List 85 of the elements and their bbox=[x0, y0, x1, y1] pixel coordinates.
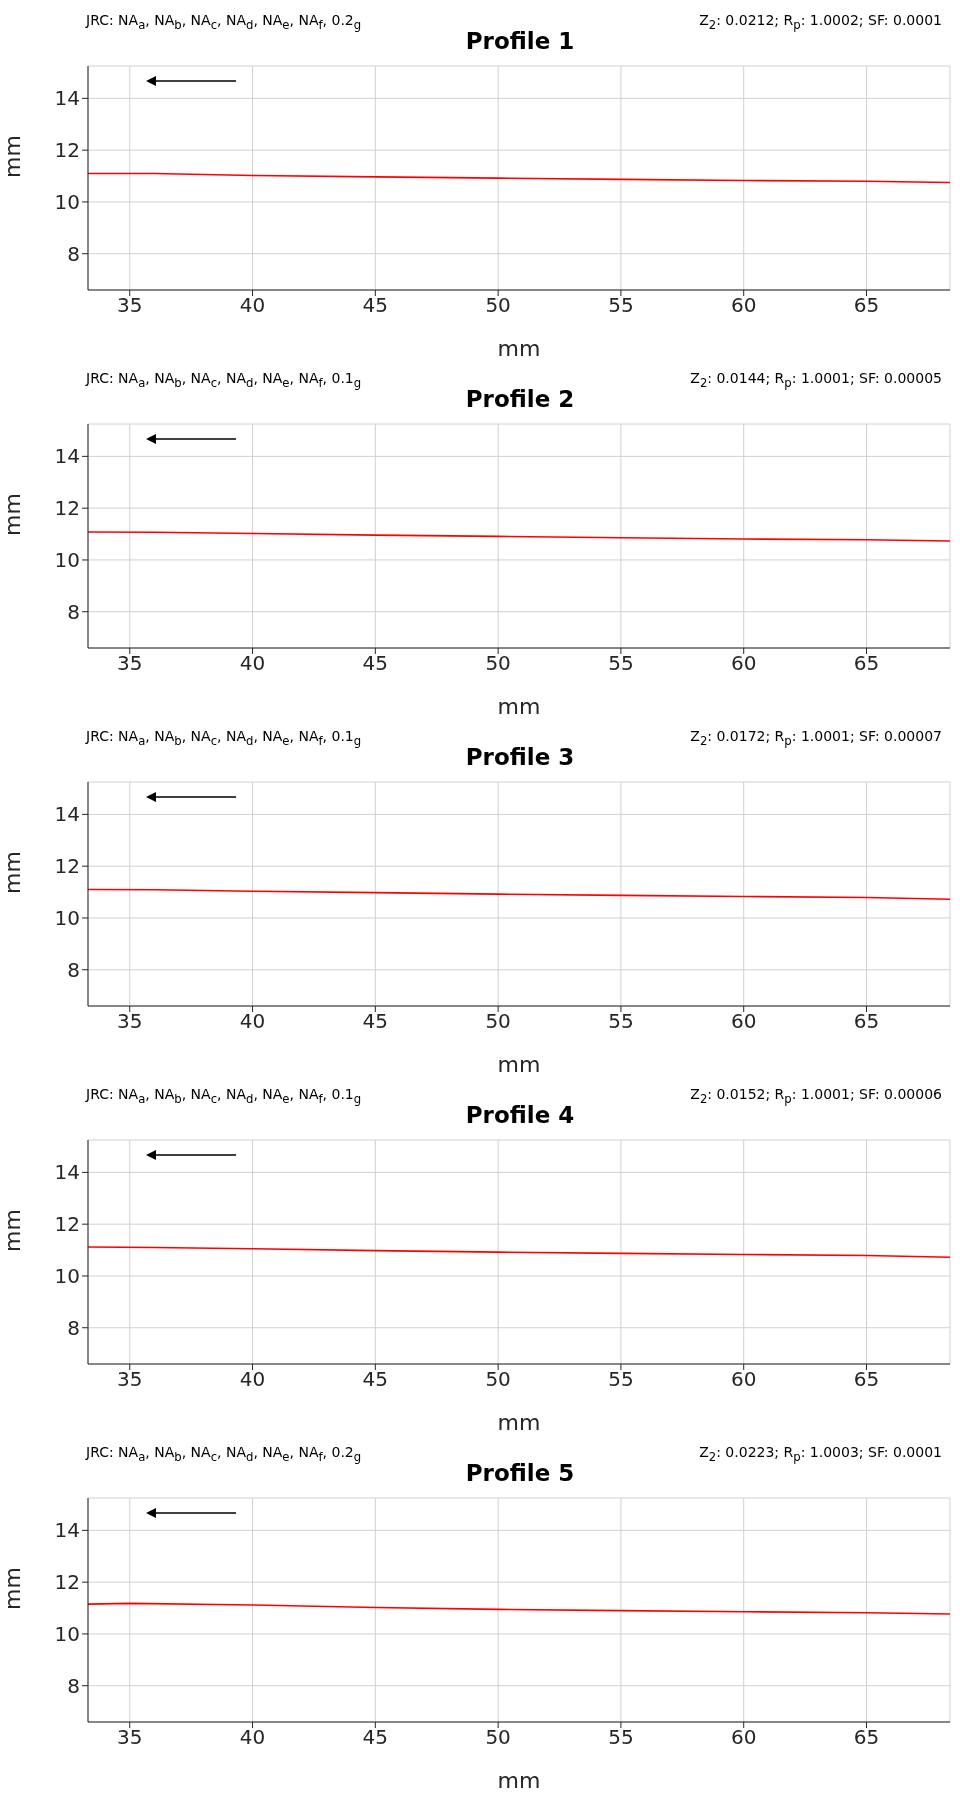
x-axis-title: mm bbox=[497, 1410, 541, 1435]
x-tick-label: 50 bbox=[485, 651, 511, 676]
x-tick-label: 65 bbox=[853, 293, 880, 318]
y-tick-label: 12 bbox=[54, 1570, 80, 1595]
chart-title: Profile 1 bbox=[465, 28, 575, 54]
x-tick-label: 35 bbox=[117, 293, 143, 318]
x-tick-label: 40 bbox=[239, 293, 266, 318]
text: JRC: NA$_{a}$, NA$_{b}$, NA$_{c}$, NA$_{d}$, NA$_{e}$, NA$_{f}$, 0.2$_{g}$ bbox=[86, 12, 362, 32]
x-tick-label: 65 bbox=[853, 651, 880, 676]
y-tick-label: 14 bbox=[54, 86, 80, 111]
line-series bbox=[88, 1246, 950, 1259]
y-tick-label: 12 bbox=[54, 496, 80, 521]
x-tick-label: 35 bbox=[117, 1367, 143, 1392]
y-axis-title: mm bbox=[0, 1209, 25, 1252]
x-tick-label: 55 bbox=[608, 293, 634, 318]
y-axis-title: mm bbox=[0, 493, 25, 536]
x-axis-title: mm bbox=[497, 1052, 541, 1077]
y-tick-label: 14 bbox=[54, 444, 80, 469]
y-tick-label: 10 bbox=[54, 190, 80, 215]
x-tick-label: 50 bbox=[485, 1725, 511, 1750]
x-tick-label: 35 bbox=[117, 651, 143, 676]
x-tick-label: 50 bbox=[485, 1009, 511, 1034]
y-tick-label: 10 bbox=[54, 548, 80, 573]
text: Z$_{2}$: 0.0152; R$_{p}$: 1.0001; SF: 0.00006 bbox=[690, 1085, 942, 1108]
y-tick-label: 14 bbox=[54, 802, 80, 827]
text: JRC: NA$_{a}$, NA$_{b}$, NA$_{c}$, NA$_{d}$, NA$_{e}$, NA$_{f}$, 0.2$_{g}$ bbox=[86, 1444, 362, 1464]
line-series bbox=[88, 172, 950, 184]
y-axis-title: mm bbox=[0, 1567, 25, 1610]
y-tick-label: 10 bbox=[54, 906, 80, 931]
x-tick-label: 40 bbox=[239, 1009, 266, 1034]
line-series bbox=[88, 531, 950, 542]
text: Z$_{2}$: 0.0223; R$_{p}$: 1.0003; SF: 0.0001 bbox=[699, 1443, 942, 1466]
x-tick-label: 45 bbox=[362, 1725, 389, 1750]
y-tick-label: 14 bbox=[54, 1160, 80, 1185]
y-tick-label: 8 bbox=[67, 241, 80, 266]
x-tick-label: 40 bbox=[239, 651, 266, 676]
x-tick-label: 60 bbox=[730, 1367, 757, 1392]
y-tick-label: 8 bbox=[67, 957, 80, 982]
y-axis-title: mm bbox=[0, 135, 25, 178]
x-tick-label: 50 bbox=[485, 1367, 511, 1392]
x-tick-label: 35 bbox=[117, 1725, 143, 1750]
y-tick-label: 12 bbox=[54, 138, 80, 163]
y-tick-label: 14 bbox=[54, 1518, 80, 1543]
y-tick-label: 8 bbox=[67, 1673, 80, 1698]
text: JRC: NA$_{a}$, NA$_{b}$, NA$_{c}$, NA$_{d}$, NA$_{e}$, NA$_{f}$, 0.1$_{g}$ bbox=[86, 728, 362, 748]
text: JRC: NA$_{a}$, NA$_{b}$, NA$_{c}$, NA$_{d}$, NA$_{e}$, NA$_{f}$, 0.1$_{g}$ bbox=[86, 1086, 362, 1106]
text: Z$_{2}$: 0.0212; R$_{p}$: 1.0002; SF: 0.0001 bbox=[699, 11, 942, 34]
y-tick-label: 8 bbox=[67, 599, 80, 624]
chart-title: Profile 2 bbox=[465, 386, 575, 412]
text: Z$_{2}$: 0.0172; R$_{p}$: 1.0001; SF: 0.00007 bbox=[690, 727, 942, 750]
x-tick-label: 60 bbox=[730, 293, 757, 318]
x-tick-label: 55 bbox=[608, 1725, 634, 1750]
y-axis-title: mm bbox=[0, 851, 25, 894]
x-tick-label: 65 bbox=[853, 1725, 880, 1750]
y-tick-label: 10 bbox=[54, 1622, 80, 1647]
y-tick-label: 10 bbox=[54, 1264, 80, 1289]
y-tick-label: 8 bbox=[67, 1315, 80, 1340]
x-tick-label: 60 bbox=[730, 651, 757, 676]
x-tick-label: 45 bbox=[362, 293, 389, 318]
x-tick-label: 45 bbox=[362, 1009, 389, 1034]
x-tick-label: 45 bbox=[362, 651, 389, 676]
line-series bbox=[88, 888, 950, 901]
y-tick-label: 12 bbox=[54, 854, 80, 879]
x-tick-label: 60 bbox=[730, 1009, 757, 1034]
x-tick-label: 55 bbox=[608, 651, 634, 676]
text: Z$_{2}$: 0.0144; R$_{p}$: 1.0001; SF: 0.00005 bbox=[690, 369, 942, 392]
x-tick-label: 65 bbox=[853, 1367, 880, 1392]
x-tick-label: 55 bbox=[608, 1009, 634, 1034]
chart-title: Profile 3 bbox=[465, 744, 575, 770]
text: JRC: NA$_{a}$, NA$_{b}$, NA$_{c}$, NA$_{d}$, NA$_{e}$, NA$_{f}$, 0.1$_{g}$ bbox=[86, 370, 362, 390]
x-tick-label: 35 bbox=[117, 1009, 143, 1034]
y-tick-label: 12 bbox=[54, 1212, 80, 1237]
x-tick-label: 65 bbox=[853, 1009, 880, 1034]
x-tick-label: 45 bbox=[362, 1367, 389, 1392]
x-axis-title: mm bbox=[497, 694, 541, 719]
x-tick-label: 55 bbox=[608, 1367, 634, 1392]
x-tick-label: 40 bbox=[239, 1367, 266, 1392]
x-axis-title: mm bbox=[497, 336, 541, 361]
x-tick-label: 60 bbox=[730, 1725, 757, 1750]
x-tick-label: 50 bbox=[485, 293, 511, 318]
line-series bbox=[88, 1602, 950, 1615]
x-tick-label: 40 bbox=[239, 1725, 266, 1750]
chart-title: Profile 5 bbox=[465, 1460, 575, 1486]
chart-title: Profile 4 bbox=[465, 1102, 575, 1128]
x-axis-title: mm bbox=[497, 1768, 541, 1793]
